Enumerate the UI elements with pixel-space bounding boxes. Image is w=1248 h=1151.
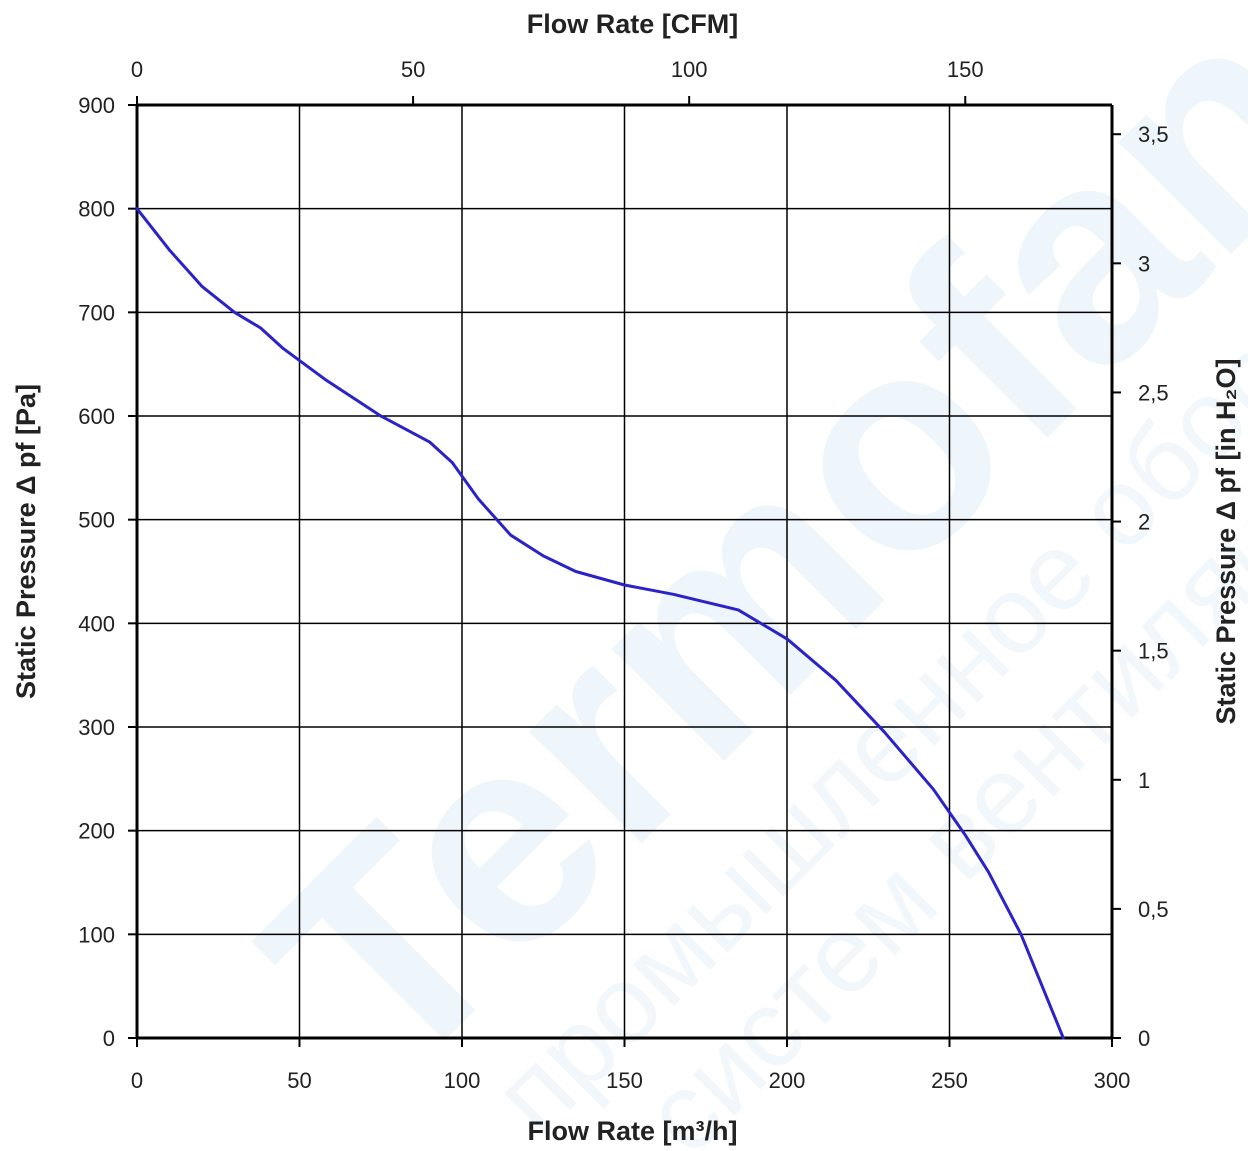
- y-left-tick-label: 400: [78, 611, 115, 636]
- y-right-tick-label: 2,5: [1138, 380, 1169, 405]
- x-bottom-axis-title: Flow Rate [m³/h]: [528, 1116, 738, 1146]
- axes: 0 50 100 150 200 250 3000100200300400500600700…: [78, 57, 1168, 1093]
- x-bottom-tick-label: 50: [287, 1068, 311, 1093]
- y-left-tick-label: 0: [103, 1026, 115, 1051]
- x-top-tick-label: 100: [671, 57, 708, 82]
- x-top-axis-title: Flow Rate [CFM]: [527, 9, 738, 39]
- y-left-tick-label: 700: [78, 300, 115, 325]
- y-right-tick-label: 1: [1138, 768, 1150, 793]
- series: [135, 207, 1065, 1040]
- y-left-tick-label: 200: [78, 819, 115, 844]
- y-right-tick-label: 0: [1138, 1026, 1150, 1051]
- x-bottom-tick-label: 300: [1094, 1068, 1131, 1093]
- x-bottom-tick-label: 150: [606, 1068, 643, 1093]
- x-top-tick-label: 150: [947, 57, 984, 82]
- x-bottom-tick-label: 0: [131, 1068, 143, 1093]
- y-left-tick-label: 500: [78, 508, 115, 533]
- x-top-tick-label: 50: [401, 57, 425, 82]
- y-right-tick-label: 0,5: [1138, 897, 1169, 922]
- y-left-tick-label: 600: [78, 404, 115, 429]
- y-left-tick-label: 300: [78, 715, 115, 740]
- y-right-axis-title: Static Pressure Δ pf [in H₂O]: [1211, 359, 1241, 725]
- x-bottom-tick-label: 100: [444, 1068, 481, 1093]
- axis-labels: Flow Rate [CFM] Flow Rate [m³/h] Static Pr…: [11, 9, 1241, 1146]
- watermark: Termofan промышленное оборудование систе…: [203, 0, 1248, 1151]
- y-right-tick-label: 3: [1138, 251, 1150, 276]
- x-bottom-tick-label: 250: [931, 1068, 968, 1093]
- y-left-axis-title: Static Pressure Δ pf [Pa]: [11, 384, 41, 699]
- y-left-tick-label: 900: [78, 93, 115, 118]
- grid: [136, 104, 1113, 1039]
- y-right-tick-label: 1,5: [1138, 639, 1169, 664]
- y-left-tick-label: 800: [78, 197, 115, 222]
- y-right-tick-label: 3,5: [1138, 122, 1169, 147]
- y-left-tick-label: 100: [78, 922, 115, 947]
- x-bottom-tick-label: 200: [769, 1068, 806, 1093]
- x-top-tick-label: 0: [131, 57, 143, 82]
- y-right-tick-label: 2: [1138, 510, 1150, 535]
- pressure-curve: [135, 207, 1065, 1040]
